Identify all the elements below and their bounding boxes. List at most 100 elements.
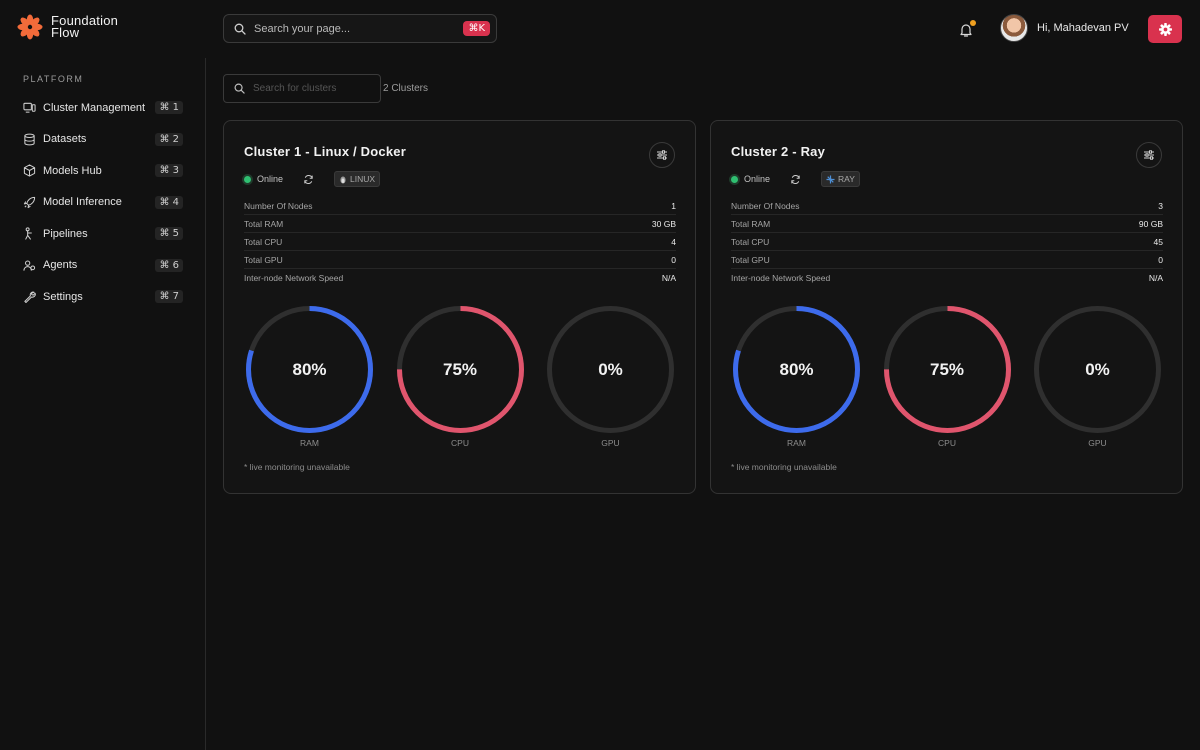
cluster-search[interactable]: [223, 74, 381, 103]
sliders-icon: [1144, 150, 1154, 160]
stat-value: 30 GB: [651, 218, 676, 229]
gauge-label: GPU: [601, 438, 620, 448]
avatar: [1000, 14, 1028, 42]
sidebar-item-label: Agents: [43, 259, 78, 272]
stat-row: Total CPU 45: [731, 233, 1163, 251]
stat-row: Inter-node Network Speed N/A: [244, 269, 676, 287]
cluster-count: 2 Clusters: [383, 83, 429, 94]
global-search[interactable]: ⌘K: [223, 14, 497, 43]
stat-row: Number Of Nodes 1: [244, 197, 676, 215]
sidebar-item-agents[interactable]: Agents ⌘ 6: [23, 250, 183, 282]
wrench-icon: [24, 291, 36, 304]
stat-row: Total RAM 30 GB: [244, 215, 676, 233]
platform-tag: LINUX: [334, 171, 381, 187]
gauge-value: 0%: [1085, 359, 1110, 379]
shortcut-badge: ⌘ 7: [155, 290, 183, 304]
shortcut-badge: ⌘ 6: [155, 258, 183, 272]
status-text: Online: [744, 174, 771, 184]
cluster-stats: Number Of Nodes 3 Total RAM 90 GB Total …: [731, 197, 1163, 287]
stat-label: Total RAM: [244, 218, 284, 229]
sidebar-item-label: Model Inference: [43, 196, 122, 209]
shortcut-badge: ⌘ 2: [155, 132, 183, 146]
sidebar-item-settings[interactable]: Settings ⌘ 7: [23, 281, 183, 313]
stat-row: Total GPU 0: [244, 251, 676, 269]
online-status-dot: [731, 175, 738, 183]
cluster-title: Cluster 1 - Linux / Docker: [244, 144, 406, 159]
cluster-settings-button[interactable]: [1136, 142, 1162, 168]
stat-label: Total CPU: [244, 236, 283, 247]
stat-label: Total GPU: [731, 254, 770, 265]
sidebar-item-model-inference[interactable]: Model Inference ⌘ 4: [23, 187, 183, 219]
stat-row: Total GPU 0: [731, 251, 1163, 269]
cluster-status-row: Online RAY: [731, 171, 860, 187]
platform-tag: RAY: [821, 171, 860, 187]
gauge-ring: [246, 306, 373, 433]
notifications-button[interactable]: [958, 20, 976, 38]
search-icon: [234, 83, 245, 94]
gear-icon: [1158, 22, 1172, 36]
user-menu[interactable]: Hi, Mahadevan PV: [1000, 14, 1129, 42]
stat-label: Total CPU: [731, 236, 770, 247]
gpu-gauge: 0% GPU: [1032, 304, 1163, 448]
usage-gauges: 80% RAM 75% CPU 0% GPU: [731, 304, 1163, 448]
platform-tag-label: LINUX: [350, 174, 376, 184]
stat-label: Total RAM: [731, 218, 771, 229]
gauge-ring: [883, 306, 1011, 433]
stat-label: Total GPU: [244, 254, 283, 265]
cluster-stats: Number Of Nodes 1 Total RAM 30 GB Total …: [244, 197, 676, 287]
sidebar-item-models-hub[interactable]: Models Hub ⌘ 3: [23, 155, 183, 187]
sliders-icon: [657, 150, 667, 160]
settings-button[interactable]: [1148, 15, 1182, 43]
search-shortcut-badge: ⌘K: [463, 21, 490, 36]
stat-value: 0: [1158, 254, 1163, 265]
gauge-value: 80%: [779, 359, 814, 379]
stat-label: Number Of Nodes: [731, 200, 800, 211]
gauge-ring: [733, 306, 860, 433]
rocket-icon: [23, 196, 36, 208]
refresh-icon[interactable]: [303, 174, 314, 185]
stat-label: Number Of Nodes: [244, 200, 313, 211]
user-greeting: Hi, Mahadevan PV: [1037, 22, 1129, 34]
sidebar-item-label: Pipelines: [43, 227, 88, 240]
pipeline-icon: [25, 227, 32, 240]
sidebar: PLATFORM Cluster Management ⌘ 1 Datasets…: [0, 58, 206, 750]
stat-label: Inter-node Network Speed: [244, 273, 344, 283]
gauge-ring: [1034, 306, 1161, 433]
platform-tag-label: RAY: [838, 174, 855, 184]
stat-value: 3: [1158, 200, 1163, 211]
ray-icon: [826, 175, 835, 183]
cluster-status-row: Online LINUX: [244, 171, 381, 187]
cluster-search-input[interactable]: [253, 83, 380, 94]
cpu-gauge: 75% CPU: [882, 304, 1013, 448]
ram-gauge: 80% RAM: [731, 304, 862, 448]
brand-line-1: Foundation: [51, 13, 119, 28]
gauge-value: 75%: [929, 359, 965, 379]
cluster-icon: [23, 103, 36, 113]
sidebar-item-datasets[interactable]: Datasets ⌘ 2: [23, 124, 183, 156]
gauge-value: 75%: [442, 359, 478, 379]
gauge-value: 80%: [292, 359, 327, 379]
stat-value: 4: [671, 236, 676, 247]
sidebar-item-label: Settings: [43, 290, 83, 303]
monitoring-note: * live monitoring unavailable: [244, 462, 350, 472]
shortcut-badge: ⌘ 1: [155, 101, 183, 115]
brand[interactable]: Foundation Flow: [17, 14, 118, 40]
sidebar-item-label: Models Hub: [43, 164, 102, 177]
gauge-ring: [396, 306, 524, 433]
gpu-gauge: 0% GPU: [545, 304, 676, 448]
gauge-label: RAM: [300, 438, 319, 448]
sidebar-item-label: Datasets: [43, 133, 87, 146]
shortcut-badge: ⌘ 5: [155, 227, 183, 241]
global-search-input[interactable]: [254, 22, 456, 35]
usage-gauges: 80% RAM 75% CPU 0% GPU: [244, 304, 676, 448]
gauge-ring: [547, 306, 674, 433]
stat-value: 90 GB: [1138, 218, 1163, 229]
cluster-settings-button[interactable]: [649, 142, 675, 168]
top-bar: Foundation Flow ⌘K Hi, Mahadevan PV: [0, 0, 1200, 58]
online-status-dot: [244, 175, 251, 183]
gauge-label: CPU: [938, 438, 956, 448]
sidebar-item-cluster-management[interactable]: Cluster Management ⌘ 1: [23, 92, 183, 124]
sidebar-item-pipelines[interactable]: Pipelines ⌘ 5: [23, 218, 183, 250]
refresh-icon[interactable]: [790, 174, 801, 185]
cluster-card: Cluster 2 - Ray Online RAY: [710, 120, 1183, 494]
